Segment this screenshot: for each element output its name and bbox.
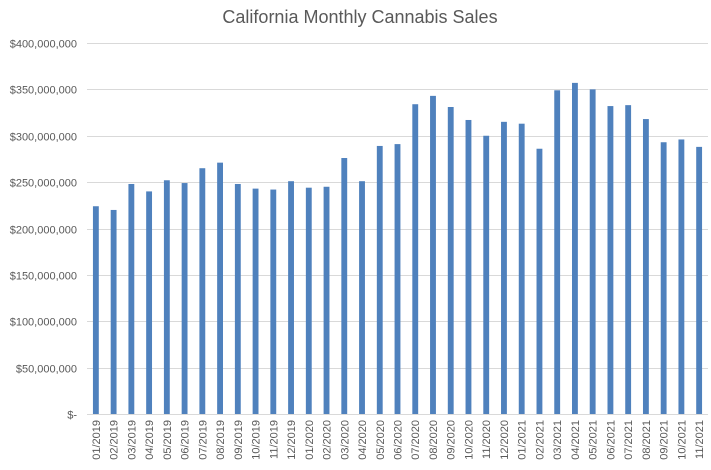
bar-03-2020 <box>341 158 348 414</box>
x-tick-label: 10/2020 <box>463 420 475 460</box>
x-tick-label: 01/2021 <box>517 420 529 460</box>
bar-05-2021 <box>589 89 596 415</box>
x-tick-label: 08/2021 <box>641 420 653 460</box>
bar-01-2020 <box>305 187 312 414</box>
bar-05-2020 <box>376 145 383 414</box>
x-tick-label: 07/2020 <box>410 420 422 460</box>
bar-09-2020 <box>447 107 454 414</box>
bar-08-2021 <box>642 119 649 414</box>
y-tick-label: $150,000,000 <box>10 271 77 283</box>
x-tick-label: 07/2021 <box>623 420 635 460</box>
bar-07-2020 <box>412 104 419 414</box>
bar-03-2021 <box>554 90 561 415</box>
x-tick-label: 06/2020 <box>393 420 405 460</box>
x-tick-label: 11/2019 <box>268 420 280 459</box>
x-tick-label: 02/2021 <box>534 420 546 460</box>
bar-11-2020 <box>483 135 490 414</box>
bar-04-2021 <box>572 82 578 414</box>
x-tick-label: 06/2021 <box>605 420 617 460</box>
x-tick-label: 06/2019 <box>180 420 192 460</box>
y-tick-label: $350,000,000 <box>10 85 77 97</box>
y-tick-label: $100,000,000 <box>10 317 77 329</box>
bar-10-2020 <box>465 119 472 414</box>
x-tick-label: 07/2019 <box>197 420 209 460</box>
bar-07-2019 <box>199 168 206 414</box>
bar-02-2021 <box>536 148 543 415</box>
x-tick-label: 05/2020 <box>375 420 387 460</box>
bar-01-2021 <box>518 123 525 414</box>
chart-title: California Monthly Cannabis Sales <box>222 7 497 27</box>
bar-05-2019 <box>163 180 170 414</box>
x-tick-label: 08/2020 <box>428 420 440 460</box>
bars <box>92 82 703 415</box>
y-tick-label: $400,000,000 <box>10 39 77 51</box>
bar-08-2019 <box>217 162 223 414</box>
x-tick-label: 04/2020 <box>357 420 369 460</box>
bar-09-2019 <box>234 183 241 414</box>
bar-04-2020 <box>359 181 365 414</box>
x-tick-label: 01/2020 <box>304 420 316 460</box>
x-tick-label: 04/2019 <box>144 420 156 460</box>
bar-06-2019 <box>181 183 188 414</box>
y-tick-label: $250,000,000 <box>10 178 77 190</box>
x-tick-label: 03/2019 <box>126 420 138 460</box>
bar-11-2021 <box>696 146 703 414</box>
x-tick-label: 12/2020 <box>499 420 511 460</box>
bar-02-2019 <box>110 209 117 414</box>
bar-03-2019 <box>128 183 135 414</box>
bar-12-2020 <box>501 121 507 414</box>
y-tick-label: $300,000,000 <box>10 132 77 144</box>
bar-12-2019 <box>288 181 294 414</box>
x-tick-label: 09/2021 <box>659 420 671 460</box>
x-tick-label: 10/2019 <box>251 420 263 460</box>
x-tick-label: 03/2020 <box>339 420 351 460</box>
x-tick-label: 05/2021 <box>588 420 600 460</box>
bar-06-2020 <box>394 144 401 414</box>
bar-09-2021 <box>660 142 667 415</box>
bar-08-2020 <box>430 95 436 415</box>
x-tick-label: 03/2021 <box>552 420 564 460</box>
x-tick-label: 02/2020 <box>322 420 334 460</box>
bar-10-2019 <box>252 188 259 414</box>
bar-10-2021 <box>678 139 685 414</box>
x-tick-label: 10/2021 <box>676 420 688 460</box>
y-axis-tick-labels: $- $50,000,000 $100,000,000 $150,000,000 $20… <box>10 39 78 422</box>
bar-11-2019 <box>270 189 277 414</box>
bar-07-2021 <box>625 105 632 414</box>
x-tick-label: 09/2019 <box>233 420 245 460</box>
x-axis-tick-labels: 01/2019 02/2019 03/2019 04/2019 05/2019 06/20… <box>91 420 706 460</box>
bar-02-2020 <box>323 186 330 414</box>
y-tick-label: $- <box>67 410 77 422</box>
x-tick-label: 05/2019 <box>162 420 174 460</box>
x-tick-label: 01/2019 <box>91 420 103 460</box>
x-tick-label: 02/2019 <box>109 420 121 460</box>
bar-01-2019 <box>92 206 99 414</box>
bar-06-2021 <box>607 106 614 414</box>
y-tick-label: $200,000,000 <box>10 225 77 237</box>
x-tick-label: 08/2019 <box>215 420 227 460</box>
bar-04-2019 <box>146 191 153 414</box>
x-tick-label: 12/2019 <box>286 420 298 460</box>
y-tick-label: $50,000,000 <box>16 364 77 376</box>
x-tick-label: 11/2020 <box>481 420 493 459</box>
x-tick-label: 11/2021 <box>694 420 706 459</box>
x-tick-label: 04/2021 <box>570 420 582 460</box>
x-tick-label: 09/2020 <box>446 420 458 460</box>
